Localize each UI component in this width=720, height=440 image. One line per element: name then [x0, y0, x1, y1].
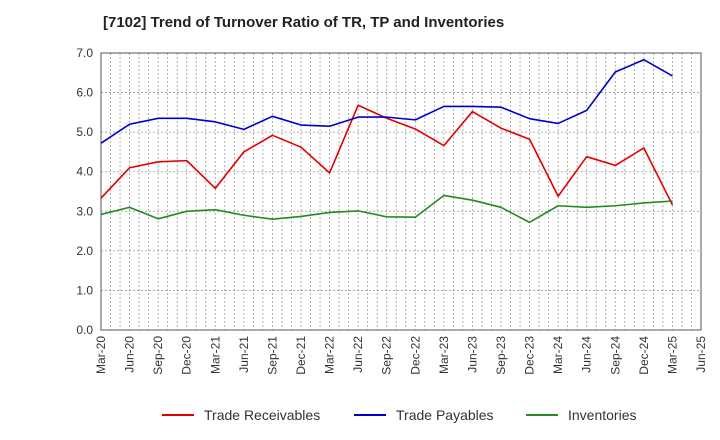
legend-item-inventories: Inventories [526, 404, 636, 426]
series-lines [100, 58, 674, 224]
y-tick-label: 7.0 [76, 46, 93, 60]
legend-swatch-trade-payables [354, 414, 386, 416]
legend-label-trade-payables: Trade Payables [396, 407, 494, 423]
x-tick-label: Dec-22 [408, 336, 422, 375]
x-tick-label: Jun-23 [465, 336, 479, 373]
x-axis-ticks: Mar-20 Jun-20 Sep-20 Dec-20 Mar-21 Jun-21 Sep-… [94, 336, 708, 375]
x-tick-label: Dec-20 [180, 336, 194, 375]
plot-area [101, 53, 701, 330]
y-tick-label: 5.0 [76, 125, 93, 139]
legend-swatch-inventories [526, 414, 558, 416]
x-tick-label: Jun-21 [237, 336, 251, 373]
y-axis-ticks: 0.0 1.0 2.0 3.0 4.0 5.0 6.0 7.0 [76, 46, 93, 337]
x-tick-label: Sep-23 [494, 336, 508, 375]
x-tick-label: Dec-21 [294, 336, 308, 375]
legend-item-trade-receivables: Trade Receivables [162, 404, 320, 426]
series-line-inventories [100, 194, 673, 224]
series-line-trade-receivables [100, 104, 674, 206]
legend-label-trade-receivables: Trade Receivables [204, 407, 321, 423]
y-tick-label: 1.0 [76, 283, 93, 297]
y-tick-label: 2.0 [76, 244, 93, 258]
legend-swatch-trade-receivables [162, 414, 194, 416]
legend-item-trade-payables: Trade Payables [354, 404, 494, 426]
x-tick-label: Dec-24 [637, 336, 651, 375]
x-tick-label: Mar-22 [323, 336, 337, 374]
x-tick-label: Dec-23 [523, 336, 537, 375]
x-tick-label: Mar-21 [208, 336, 222, 374]
x-tick-label: Jun-25 [694, 336, 708, 373]
y-tick-label: 3.0 [76, 204, 93, 218]
y-tick-label: 4.0 [76, 165, 93, 179]
x-tick-label: Sep-24 [608, 336, 622, 375]
x-tick-label: Mar-20 [94, 336, 108, 374]
chart-title: [7102] Trend of Turnover Ratio of TR, TP… [103, 14, 505, 31]
x-tick-label: Jun-22 [351, 336, 365, 373]
legend-label-inventories: Inventories [568, 407, 637, 423]
x-tick-label: Sep-22 [380, 336, 394, 375]
series-line-trade-payables [100, 58, 673, 144]
x-tick-label: Mar-25 [665, 336, 679, 374]
y-tick-label: 6.0 [76, 86, 93, 100]
x-tick-label: Mar-23 [437, 336, 451, 374]
x-tick-label: Sep-20 [151, 336, 165, 375]
x-tick-label: Sep-21 [265, 336, 279, 375]
x-tick-label: Jun-20 [123, 336, 137, 373]
legend: Trade Receivables Trade Payables Invento… [0, 404, 720, 426]
x-tick-label: Jun-24 [580, 336, 594, 373]
plot-frame [100, 52, 702, 331]
x-tick-label: Mar-24 [551, 336, 565, 374]
grid-lines [101, 53, 701, 330]
y-tick-label: 0.0 [76, 323, 93, 337]
